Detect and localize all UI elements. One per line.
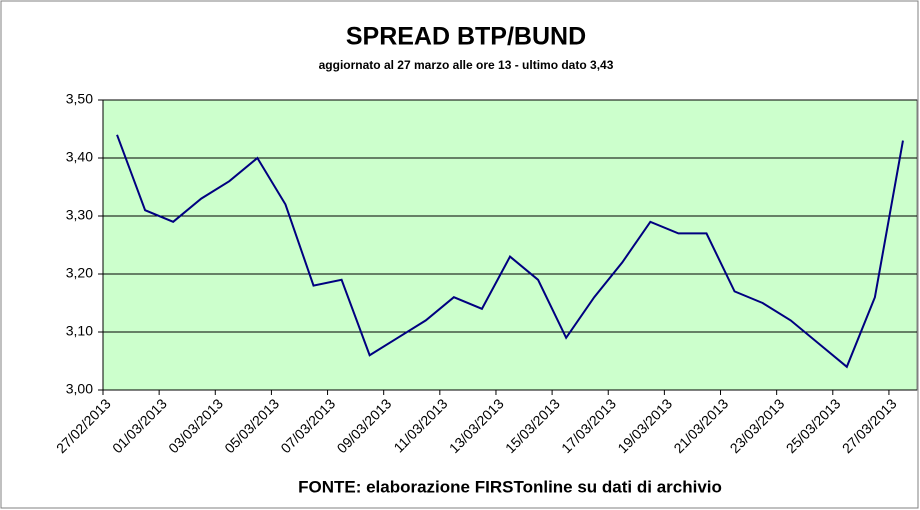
y-tick-label: 3,00	[66, 381, 93, 397]
y-tick-label: 3,20	[66, 265, 93, 281]
y-tick-label: 3,30	[66, 207, 93, 223]
chart-subtitle: aggiornato al 27 marzo alle ore 13 - ult…	[319, 58, 614, 72]
data-line	[116, 134, 904, 369]
source-note: FONTE: elaborazione FIRSTonline su dati …	[298, 477, 722, 496]
y-tick-label: 3,50	[66, 91, 93, 107]
chart-title: SPREAD BTP/BUND	[346, 23, 586, 51]
y-tick-label: 3,10	[66, 323, 93, 339]
y-tick-label: 3,40	[66, 149, 93, 165]
plot-area	[102, 99, 918, 391]
